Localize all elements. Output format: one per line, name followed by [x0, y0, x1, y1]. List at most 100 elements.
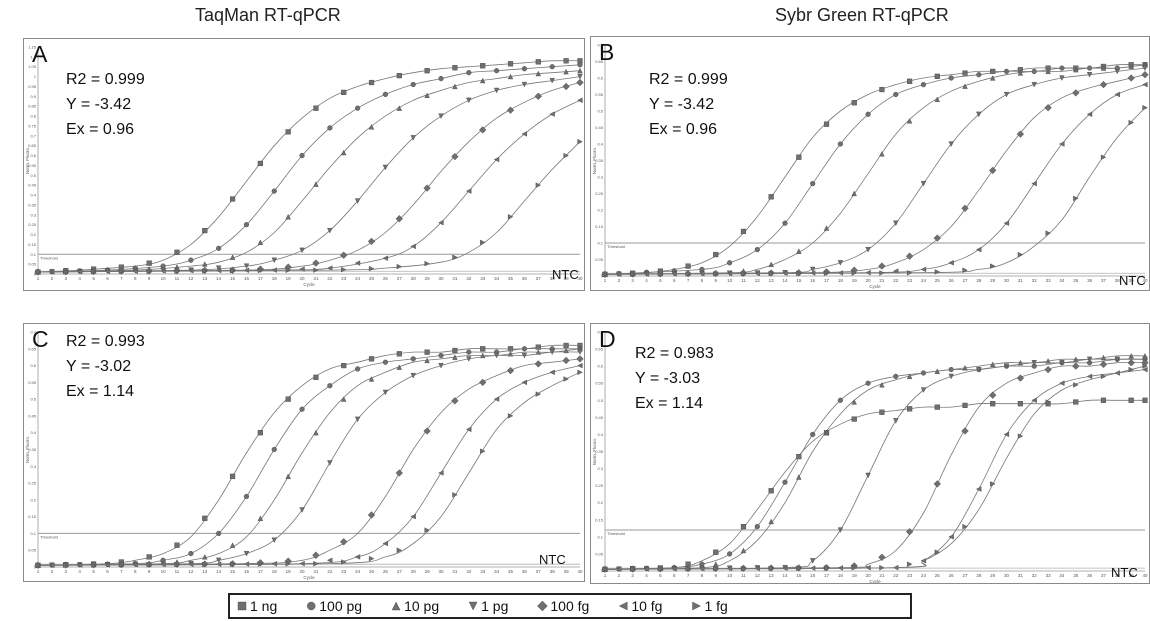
- chart-plot-d: 0 0.05 0.1 0.15 0.2 0.25 0.3 0.35 0.4 0.45 0.5 0.55…: [592, 330, 1149, 583]
- y-tick-label: 0.35: [28, 202, 37, 207]
- data-point: [146, 561, 153, 568]
- chart-plot-c: 0 0.05 0.1 0.15 0.2 0.25 0.3 0.35 0.4 0.45 0.5 0.55…: [25, 330, 584, 580]
- y-tick-label: 1.05: [28, 64, 37, 69]
- x-tick-label: 27: [962, 278, 968, 283]
- y-tick-label: 0.25: [595, 191, 604, 196]
- data-point: [549, 64, 555, 70]
- data-point: [257, 160, 263, 167]
- data-point: [202, 561, 208, 568]
- x-tick-label: 2: [618, 573, 621, 578]
- data-point: [893, 418, 899, 424]
- x-tick-label: 9: [715, 278, 718, 283]
- data-point: [1142, 81, 1148, 88]
- data-point: [810, 431, 816, 438]
- y-tick-label: 0.05: [28, 262, 37, 267]
- data-point: [146, 554, 152, 560]
- data-point: [382, 255, 388, 261]
- data-point: [576, 78, 584, 87]
- y-tick-label: 0.2: [597, 500, 603, 505]
- x-tick-label: 35: [1073, 278, 1079, 283]
- y-tick-label: 0.55: [28, 163, 37, 168]
- data-point: [243, 550, 250, 557]
- x-tick-label: 40: [577, 569, 583, 574]
- x-tick-label: 25: [369, 569, 375, 574]
- data-point: [685, 566, 691, 572]
- panel-letter-a: A: [32, 41, 48, 67]
- x-tick-label: 15: [230, 276, 236, 281]
- data-point: [340, 538, 348, 546]
- data-point: [63, 562, 69, 568]
- data-point: [1127, 359, 1135, 367]
- y-tick-label: 0.55: [595, 381, 604, 386]
- x-axis-label: Cycle: [303, 282, 315, 287]
- x-tick-label: 31: [452, 569, 458, 574]
- data-point: [865, 472, 871, 479]
- y-tick-label: 0.4: [597, 432, 603, 437]
- x-tick-label: 28: [976, 278, 982, 283]
- y-axis-label: Norm. Fluoro.: [592, 147, 597, 175]
- data-point: [216, 245, 222, 251]
- series-line: [604, 74, 1146, 275]
- x-tick-label: 22: [327, 276, 333, 281]
- y-tick-label: 0.75: [28, 123, 37, 128]
- data-point: [934, 269, 941, 275]
- data-point: [313, 267, 319, 273]
- data-point: [438, 363, 444, 369]
- data-point: [948, 260, 954, 266]
- y-tick-label: 0.1: [30, 531, 36, 536]
- series-line: [37, 348, 581, 566]
- chart-panel-b: 0 0.05 0.1 0.15 0.2 0.25 0.3 0.35 0.4 0.45 0.5 0.55…: [590, 36, 1150, 291]
- data-point: [327, 460, 333, 466]
- data-point: [271, 188, 277, 194]
- data-point: [493, 156, 500, 163]
- x-tick-label: 13: [769, 278, 775, 283]
- x-tick-label: 7: [687, 278, 690, 283]
- data-point: [479, 77, 486, 84]
- x-tick-label: 6: [106, 569, 109, 574]
- data-point: [174, 249, 180, 255]
- x-tick-label: 9: [715, 573, 718, 578]
- data-point: [535, 391, 542, 397]
- data-point: [271, 537, 278, 543]
- data-point: [327, 125, 333, 131]
- y-tick-label: 0.05: [28, 548, 37, 553]
- y-tick-label: 1: [34, 74, 37, 79]
- y-tick-label: 0.45: [28, 183, 37, 188]
- data-point: [1073, 66, 1079, 73]
- x-tick-label: 5: [659, 573, 662, 578]
- y-tick-label: 0.5: [597, 109, 603, 114]
- data-point: [879, 564, 885, 571]
- x-axis-label: Cycle: [869, 284, 881, 289]
- data-point: [313, 429, 319, 436]
- data-point: [341, 559, 347, 565]
- data-point: [424, 260, 430, 267]
- legend-marker: [468, 601, 478, 611]
- data-point: [1044, 104, 1052, 112]
- data-point: [354, 198, 361, 204]
- data-point: [630, 271, 636, 277]
- data-point: [727, 260, 733, 266]
- y-tick-label: 0.65: [28, 346, 37, 351]
- data-point: [1059, 75, 1065, 81]
- data-point: [602, 566, 608, 573]
- x-tick-label: 19: [852, 573, 858, 578]
- x-tick-label: 15: [230, 569, 236, 574]
- legend-item-1-fg: 1 fg: [692, 598, 728, 614]
- data-point: [577, 349, 583, 355]
- x-tick-label: 28: [976, 573, 982, 578]
- column-title-taqman: TaqMan RT-qPCR: [195, 5, 341, 25]
- panel-letter-c: C: [32, 326, 49, 352]
- data-point: [823, 225, 830, 231]
- data-point: [202, 554, 208, 560]
- data-point: [466, 356, 472, 362]
- data-point: [976, 111, 982, 118]
- data-point: [493, 396, 500, 402]
- data-point: [229, 267, 236, 274]
- data-point: [962, 267, 968, 273]
- data-point: [396, 105, 403, 111]
- data-point: [506, 106, 515, 114]
- x-tick-label: 18: [838, 573, 844, 578]
- data-point: [1100, 397, 1107, 403]
- data-point: [563, 376, 569, 382]
- data-point: [382, 389, 389, 396]
